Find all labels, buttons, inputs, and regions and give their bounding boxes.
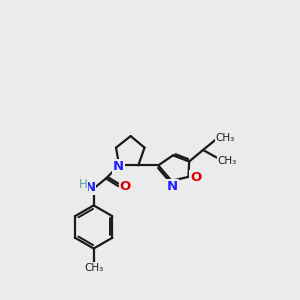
Text: CH₃: CH₃ — [84, 263, 103, 273]
Text: H: H — [79, 178, 87, 191]
Text: N: N — [84, 181, 95, 194]
Text: O: O — [190, 171, 202, 184]
Text: N: N — [113, 160, 124, 172]
Text: N: N — [167, 180, 178, 194]
Text: CH₃: CH₃ — [217, 156, 236, 166]
Text: CH₃: CH₃ — [216, 133, 235, 142]
Text: O: O — [120, 180, 131, 194]
